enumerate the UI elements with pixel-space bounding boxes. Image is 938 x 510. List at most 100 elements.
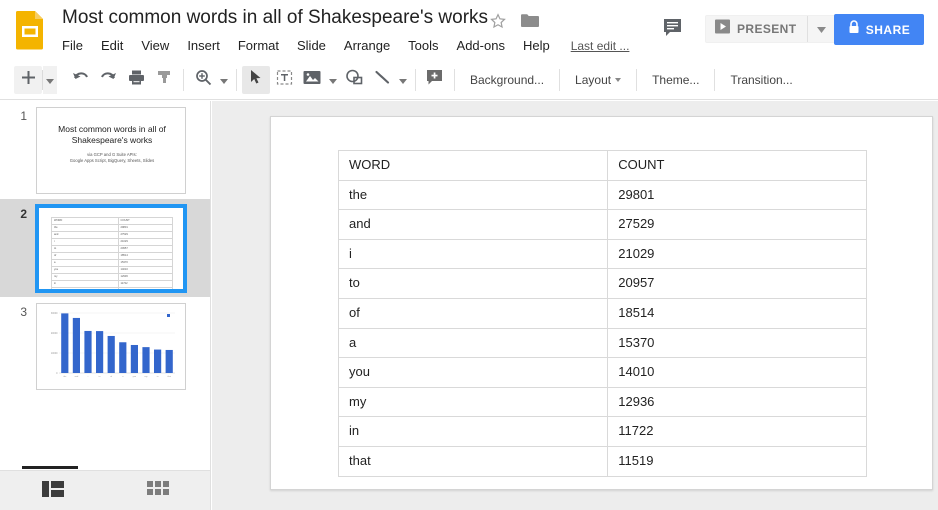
zoom-button[interactable] bbox=[189, 66, 217, 94]
slide-thumbnail-3-preview[interactable]: 0 10000 20000 30000 the and i to of a you my in that bbox=[36, 302, 186, 390]
print-button[interactable] bbox=[122, 66, 150, 94]
slide-thumbnail-2-preview[interactable]: WORD COUNT the 29801 and 27529 i 21029 to 20957 of… bbox=[36, 204, 186, 292]
transition-button[interactable]: Transition... bbox=[730, 72, 793, 87]
layout-button[interactable]: Layout bbox=[565, 68, 631, 92]
comment-icon[interactable] bbox=[663, 18, 684, 38]
table-row[interactable]: the 29801 bbox=[337, 179, 867, 211]
slide-filmstrip-panel: 1 Most common words in all of Shakespear… bbox=[0, 101, 211, 510]
undo-button[interactable] bbox=[66, 66, 94, 94]
table-cell-word: to bbox=[337, 268, 609, 299]
table-cell-word: that bbox=[337, 445, 609, 477]
thumb-table-row: a 15370 bbox=[51, 258, 174, 267]
table-header-cell: WORD bbox=[337, 150, 609, 181]
thumb-table-header-row: WORD COUNT bbox=[51, 216, 174, 225]
table-row[interactable]: i 21029 bbox=[337, 238, 867, 270]
thumb-table-cell: 15370 bbox=[117, 258, 174, 267]
menu-tools[interactable]: Tools bbox=[408, 38, 439, 53]
table-row[interactable]: in 11722 bbox=[337, 416, 867, 447]
table-row[interactable]: a 15370 bbox=[337, 327, 867, 359]
main-toolbar: Background... Layout Theme... Transition… bbox=[0, 60, 938, 100]
shape-button[interactable] bbox=[340, 66, 368, 94]
menu-add-ons[interactable]: Add-ons bbox=[456, 38, 505, 53]
share-button[interactable]: SHARE bbox=[834, 14, 924, 45]
grid-view-button[interactable] bbox=[105, 471, 210, 510]
thumb-table-row: that 11519 bbox=[51, 286, 174, 289]
new-slide-button[interactable] bbox=[14, 65, 42, 94]
table-cell-count: 11519 bbox=[607, 445, 867, 477]
line-button[interactable] bbox=[368, 66, 396, 94]
add-comment-button[interactable] bbox=[421, 66, 449, 94]
shape-icon bbox=[345, 69, 363, 91]
table-cell-word: in bbox=[337, 416, 609, 447]
undo-icon bbox=[71, 69, 90, 91]
thumb-table-row: of 18514 bbox=[51, 251, 174, 260]
thumb-table-cell: of bbox=[51, 251, 119, 260]
theme-button[interactable]: Theme... bbox=[652, 72, 700, 87]
redo-button[interactable] bbox=[94, 66, 122, 94]
zoom-dropdown-caret[interactable] bbox=[217, 66, 231, 94]
menu-view[interactable]: View bbox=[141, 38, 170, 53]
menu-file[interactable]: File bbox=[62, 38, 83, 53]
present-button-main[interactable]: PRESENT bbox=[706, 16, 807, 42]
menu-edit[interactable]: Edit bbox=[100, 38, 124, 53]
view-mode-toggle bbox=[0, 470, 210, 510]
slide-thumbnail-1[interactable]: 1 Most common words in all of Shakespear… bbox=[0, 101, 210, 199]
menu-format[interactable]: Format bbox=[237, 38, 279, 53]
select-tool-button[interactable] bbox=[242, 65, 270, 94]
chart-bar bbox=[119, 341, 127, 373]
table-cell-count: 18514 bbox=[607, 297, 867, 329]
thumb-table-cell: 20957 bbox=[117, 244, 174, 253]
slide-thumbnail-2[interactable]: 2 WORD COUNT the 29801 and 27529 i 21029 to 20957… bbox=[0, 199, 210, 297]
word-count-table[interactable]: WORD COUNT the 29801 and 27529 i 21029 to 20957 of… bbox=[337, 150, 867, 477]
star-icon[interactable] bbox=[489, 12, 507, 30]
table-row[interactable]: and 27529 bbox=[337, 209, 867, 240]
app-header: Most common words in all of Shakespeare'… bbox=[0, 0, 938, 60]
filmstrip-list[interactable]: 1 Most common words in all of Shakespear… bbox=[0, 101, 210, 469]
table-cell-word: a bbox=[337, 327, 609, 359]
svg-text:you: you bbox=[133, 376, 137, 378]
filmstrip-view-icon bbox=[41, 480, 64, 502]
slide-thumbnail-3[interactable]: 3 0 10000 20000 30000 the and i to of a you my in tha… bbox=[0, 297, 210, 395]
new-slide-dropdown-caret[interactable] bbox=[43, 65, 57, 94]
last-edit-link[interactable]: Last edit ... bbox=[570, 38, 630, 53]
line-dropdown-caret[interactable] bbox=[396, 66, 410, 94]
background-button[interactable]: Background... bbox=[470, 72, 545, 87]
insert-image-button[interactable] bbox=[298, 66, 326, 94]
chart-bar bbox=[61, 312, 69, 373]
present-dropdown-caret[interactable] bbox=[807, 16, 835, 42]
share-label: SHARE bbox=[865, 22, 911, 37]
slide-number-3: 3 bbox=[20, 305, 27, 319]
document-title[interactable]: Most common words in all of Shakespeare'… bbox=[62, 7, 489, 28]
filmstrip-view-button[interactable] bbox=[0, 471, 105, 510]
image-icon bbox=[303, 70, 321, 90]
folder-icon[interactable] bbox=[521, 13, 539, 28]
paint-format-button[interactable] bbox=[150, 66, 178, 94]
table-row[interactable]: of 18514 bbox=[337, 297, 867, 329]
table-row[interactable]: you 14010 bbox=[337, 357, 867, 388]
table-cell-count: 11722 bbox=[607, 416, 867, 447]
text-box-button[interactable] bbox=[270, 66, 298, 94]
svg-text:that: that bbox=[167, 375, 171, 378]
present-button[interactable]: PRESENT bbox=[705, 15, 837, 43]
toolbar-group-new-slide bbox=[14, 60, 57, 99]
table-cell-count: 14010 bbox=[607, 357, 867, 388]
slide-thumbnail-1-preview[interactable]: Most common words in all of Shakespeare'… bbox=[36, 106, 186, 194]
menu-insert[interactable]: Insert bbox=[187, 38, 220, 53]
thumb-table-cell: that bbox=[51, 286, 119, 289]
chevron-down-icon bbox=[329, 71, 337, 89]
table-row[interactable]: that 11519 bbox=[337, 445, 867, 477]
add-comment-icon bbox=[426, 69, 444, 91]
table-row[interactable]: my 12936 bbox=[337, 386, 867, 418]
svg-text:20000: 20000 bbox=[51, 332, 58, 335]
thumb-table-cell: 21029 bbox=[117, 237, 174, 246]
menu-help[interactable]: Help bbox=[522, 38, 550, 53]
menu-slide[interactable]: Slide bbox=[297, 38, 326, 53]
image-dropdown-caret[interactable] bbox=[326, 66, 340, 94]
svg-text:and: and bbox=[75, 376, 79, 378]
thumb-table-cell: 11722 bbox=[117, 279, 174, 288]
slide-canvas[interactable]: WORD COUNT the 29801 and 27529 i 21029 to 20957 of… bbox=[270, 116, 933, 490]
chart-bar bbox=[142, 346, 150, 373]
table-row[interactable]: to 20957 bbox=[337, 268, 867, 299]
menu-arrange[interactable]: Arrange bbox=[343, 38, 391, 53]
